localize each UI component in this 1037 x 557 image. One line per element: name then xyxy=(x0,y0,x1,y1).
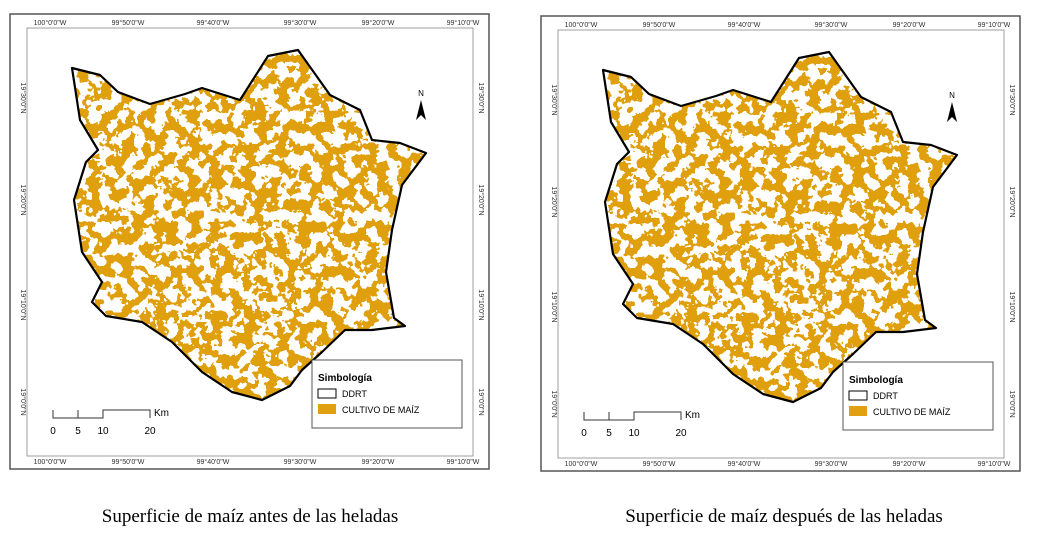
longitude-label: 100°0'0"W xyxy=(565,460,598,468)
longitude-label: 100°0'0"W xyxy=(34,458,67,466)
longitude-label: 99°40'0"W xyxy=(197,458,230,466)
longitude-label: 99°30'0"W xyxy=(815,460,848,468)
longitude-label: 99°10'0"W xyxy=(447,458,480,466)
latitude-label: 19°0'0"N xyxy=(477,388,485,415)
caption: Superficie de maíz después de las helada… xyxy=(625,506,943,527)
maize-area xyxy=(603,52,957,402)
scale-label: 20 xyxy=(144,426,156,437)
neatline xyxy=(26,27,474,457)
latitude-label: 19°0'0"N xyxy=(550,390,558,417)
latitude-label: 19°30'0"N xyxy=(1008,84,1016,115)
scale-label: 0 xyxy=(50,426,56,437)
latitude-label: 19°10'0"N xyxy=(19,289,27,320)
scale-unit: Km xyxy=(154,408,169,419)
latitude-label: 19°20'0"N xyxy=(19,184,27,215)
north-arrow xyxy=(416,100,426,120)
longitude-label: 99°20'0"W xyxy=(362,458,395,466)
latitude-label: 19°30'0"N xyxy=(477,82,485,113)
scale-unit: Km xyxy=(685,410,700,421)
latitude-label: 19°20'0"N xyxy=(1008,186,1016,217)
longitude-label: 99°10'0"W xyxy=(447,19,480,27)
longitude-label: 99°40'0"W xyxy=(197,19,230,27)
scale-label: 10 xyxy=(628,428,640,439)
scale-label: 5 xyxy=(75,426,81,437)
scale-label: 5 xyxy=(606,428,612,439)
north-label: N xyxy=(418,89,424,98)
longitude-label: 99°30'0"W xyxy=(284,458,317,466)
legend-box xyxy=(842,361,994,431)
longitude-label: 99°30'0"W xyxy=(815,21,848,29)
legend-swatch xyxy=(849,406,867,416)
legend-label: DDRT xyxy=(873,391,898,401)
latitude-label: 19°30'0"N xyxy=(550,84,558,115)
latitude-label: 19°0'0"N xyxy=(1008,390,1016,417)
north-arrow xyxy=(947,102,957,122)
scale-bar xyxy=(52,409,151,419)
longitude-label: 99°30'0"W xyxy=(284,19,317,27)
legend-title: Simbología xyxy=(318,373,372,384)
scale-label: 10 xyxy=(97,426,109,437)
longitude-label: 99°50'0"W xyxy=(112,458,145,466)
maize-area xyxy=(72,50,426,400)
latitude-label: 19°20'0"N xyxy=(550,186,558,217)
map-panel: 100°0'0"W 100°0'0"W 99°50'0"W 99°50'0"W 99°4… xyxy=(540,15,1021,472)
scale-label: 20 xyxy=(675,428,687,439)
longitude-label: 99°20'0"W xyxy=(362,19,395,27)
latitude-label: 19°20'0"N xyxy=(477,184,485,215)
latitude-label: 19°10'0"N xyxy=(550,291,558,322)
legend-swatch xyxy=(318,404,336,414)
longitude-label: 99°40'0"W xyxy=(728,460,761,468)
longitude-label: 99°50'0"W xyxy=(112,19,145,27)
longitude-label: 100°0'0"W xyxy=(34,19,67,27)
longitude-label: 99°40'0"W xyxy=(728,21,761,29)
latitude-label: 19°0'0"N xyxy=(19,388,27,415)
north-label: N xyxy=(949,91,955,100)
longitude-label: 99°20'0"W xyxy=(893,21,926,29)
legend-box xyxy=(311,359,463,429)
neatline xyxy=(557,29,1005,459)
legend-swatch xyxy=(848,390,868,401)
latitude-label: 19°10'0"N xyxy=(1008,291,1016,322)
longitude-label: 100°0'0"W xyxy=(565,21,598,29)
longitude-label: 99°50'0"W xyxy=(643,460,676,468)
longitude-label: 99°10'0"W xyxy=(978,21,1011,29)
scale-bar xyxy=(583,411,682,421)
scale-label: 0 xyxy=(581,428,587,439)
longitude-label: 99°50'0"W xyxy=(643,21,676,29)
legend-label: CULTIVO DE MAÍZ xyxy=(342,405,420,415)
longitude-label: 99°10'0"W xyxy=(978,460,1011,468)
map-panel: 100°0'0"W 100°0'0"W 99°50'0"W 99°50'0"W 99°4… xyxy=(9,13,490,470)
ddrt-boundary xyxy=(70,48,428,402)
latitude-label: 19°10'0"N xyxy=(477,289,485,320)
latitude-label: 19°30'0"N xyxy=(19,82,27,113)
caption: Superficie de maíz antes de las heladas xyxy=(102,506,399,527)
ddrt-boundary xyxy=(601,50,959,404)
longitude-label: 99°20'0"W xyxy=(893,460,926,468)
legend-label: CULTIVO DE MAÍZ xyxy=(873,407,951,417)
legend-title: Simbología xyxy=(849,375,903,386)
legend-swatch xyxy=(317,388,337,399)
legend-label: DDRT xyxy=(342,389,367,399)
